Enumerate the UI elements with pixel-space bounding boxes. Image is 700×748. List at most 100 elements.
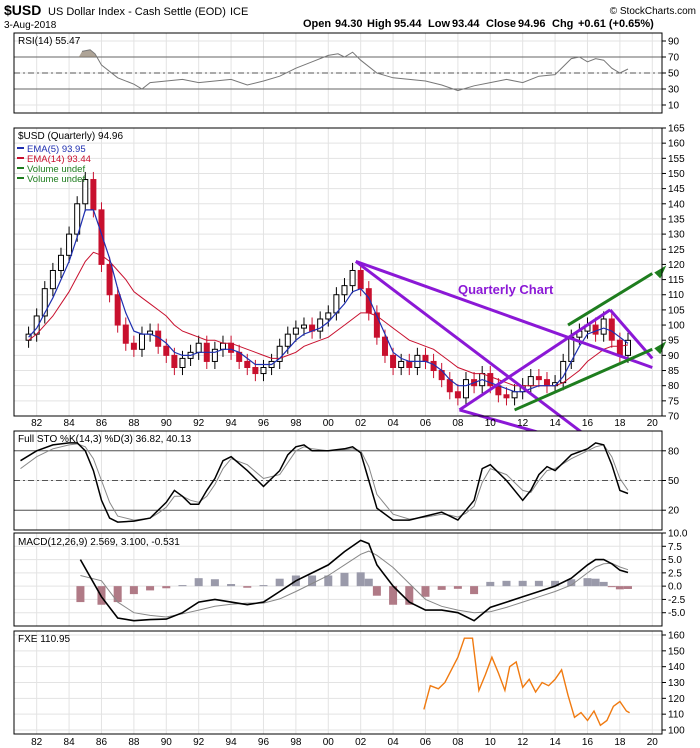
price-ytick-label: 100 bbox=[668, 321, 685, 332]
price-x-axis-label: 10 bbox=[485, 418, 497, 429]
open-value: 94.30 bbox=[335, 18, 363, 30]
bottom-x-axis-label: 10 bbox=[485, 737, 497, 748]
macd-histogram-bar bbox=[372, 586, 381, 596]
purple-trendline bbox=[355, 259, 653, 369]
price-ytick-label: 120 bbox=[668, 260, 685, 271]
candle-body bbox=[608, 318, 615, 341]
macd-histogram-bar bbox=[259, 585, 268, 587]
macd-histogram-bar bbox=[275, 578, 284, 587]
bottom-x-axis-label: 92 bbox=[193, 737, 205, 748]
price-ytick-label: 80 bbox=[668, 381, 680, 392]
price-ytick-label: 150 bbox=[668, 169, 685, 180]
price-legend-entry: EMA(5) 93.95 bbox=[27, 144, 86, 155]
candle-body bbox=[487, 373, 494, 387]
price-ytick-label: 115 bbox=[668, 275, 684, 286]
bottom-x-axis-label: 12 bbox=[517, 737, 529, 748]
price-ytick-label: 110 bbox=[668, 290, 684, 301]
candle-body bbox=[527, 376, 534, 387]
macd-panel: -5.0 -2.5 0.0 2.5 5.0 7.5 10.0 MACD(12,26,9) 2.… bbox=[13, 529, 688, 627]
macd-histogram-bar bbox=[502, 580, 511, 587]
sto-frame bbox=[13, 430, 663, 531]
green-trendline bbox=[513, 347, 653, 412]
bottom-x-axis-label: 16 bbox=[582, 737, 594, 748]
macd-histogram-bar bbox=[583, 578, 592, 587]
fxe-ytick-label: 150 bbox=[668, 646, 685, 657]
price-x-axis-label: 08 bbox=[452, 418, 464, 429]
rsi-frame bbox=[13, 32, 663, 114]
price-ytick-label: 125 bbox=[668, 245, 685, 256]
macd-histogram-bar bbox=[227, 584, 236, 587]
fxe-legend: FXE 110.95 bbox=[18, 634, 71, 645]
price-bg bbox=[14, 128, 662, 416]
price-ytick-label: 160 bbox=[668, 139, 685, 150]
macd-ytick-label: -5.0 bbox=[668, 608, 686, 619]
bottom-x-axis-label: 08 bbox=[452, 737, 464, 748]
fxe-ytick-label: 100 bbox=[668, 726, 685, 737]
green-trendline bbox=[567, 272, 654, 327]
ema14-line bbox=[28, 251, 629, 387]
price-x-axis-label: 16 bbox=[582, 418, 594, 429]
candle-body bbox=[244, 360, 251, 368]
macd-histogram-bar bbox=[591, 578, 600, 587]
price-x-axis-label: 12 bbox=[517, 418, 529, 429]
rsi-panel: 10 30 50 70 90 RSI(14) 55.47 bbox=[13, 32, 680, 114]
macd-histogram-bar bbox=[534, 580, 543, 587]
high-label: High bbox=[367, 18, 392, 30]
price-x-axis-label: 06 bbox=[420, 418, 432, 429]
bottom-x-axis-label: 88 bbox=[128, 737, 140, 748]
candle-body bbox=[57, 254, 64, 271]
price-ytick-label: 95 bbox=[668, 336, 680, 347]
price-x-axis-label: 00 bbox=[323, 418, 335, 429]
macd-histogram-bar bbox=[356, 572, 365, 587]
green-arrowhead bbox=[654, 341, 667, 355]
candle-body bbox=[535, 376, 542, 381]
candle-body bbox=[624, 339, 631, 356]
price-x-axis-label: 02 bbox=[355, 418, 367, 429]
macd-ytick-label: -2.5 bbox=[668, 595, 686, 606]
macd-ytick-label: 7.5 bbox=[668, 542, 682, 553]
bottom-x-axis-label: 94 bbox=[226, 737, 238, 748]
candle-body bbox=[511, 391, 518, 399]
candle-body bbox=[122, 324, 129, 344]
ema5-line bbox=[28, 209, 629, 393]
candle-body bbox=[179, 357, 186, 368]
candle-body bbox=[317, 318, 324, 332]
price-x-axis-label: 82 bbox=[31, 418, 43, 429]
candle-body bbox=[454, 391, 461, 399]
candle-body bbox=[114, 294, 121, 326]
macd-histogram-bar bbox=[389, 586, 398, 605]
candle-body bbox=[600, 318, 607, 335]
exchange: ICE bbox=[230, 6, 248, 18]
macd-ytick-label: 10.0 bbox=[668, 529, 688, 540]
price-frame bbox=[13, 127, 663, 417]
macd-histogram-bar bbox=[551, 580, 560, 587]
price-ytick-label: 75 bbox=[668, 396, 680, 407]
rsi-ytick-label: 30 bbox=[668, 85, 680, 96]
price-x-axis-label: 90 bbox=[161, 418, 173, 429]
low-label: Low bbox=[428, 18, 450, 30]
macd-histogram-bar bbox=[607, 586, 616, 588]
high-value: 95.44 bbox=[394, 18, 422, 30]
chg-value: +0.61 (+0.65%) bbox=[578, 18, 654, 30]
macd-histogram-bar bbox=[486, 581, 495, 587]
macd-histogram-bar bbox=[453, 586, 462, 589]
price-x-axis-label: 88 bbox=[128, 418, 140, 429]
low-value: 93.44 bbox=[452, 18, 480, 30]
fxe-ytick-label: 110 bbox=[668, 710, 684, 721]
macd-histogram-bar bbox=[615, 586, 624, 590]
price-x-axis-label: 94 bbox=[226, 418, 238, 429]
macd-histogram-bar bbox=[178, 585, 187, 587]
rsi-legend: RSI(14) 55.47 bbox=[18, 36, 81, 47]
candle-body bbox=[228, 342, 235, 353]
fxe-ytick-label: 120 bbox=[668, 694, 685, 705]
candle-body bbox=[406, 360, 413, 368]
candle-body bbox=[349, 269, 356, 287]
close-label: Close bbox=[486, 18, 516, 30]
bottom-x-axis-label: 06 bbox=[420, 737, 432, 748]
macd-histogram-bar bbox=[518, 580, 527, 587]
candle-body bbox=[82, 179, 89, 205]
bottom-x-axis: 82 84 86 88 90 92 94 96 98 00 02 04 06 08 10 12 14 16 18 20 bbox=[31, 737, 658, 748]
green-arrowhead bbox=[654, 265, 667, 279]
bottom-x-axis-label: 86 bbox=[96, 737, 108, 748]
macd-histogram-bar bbox=[567, 579, 576, 587]
